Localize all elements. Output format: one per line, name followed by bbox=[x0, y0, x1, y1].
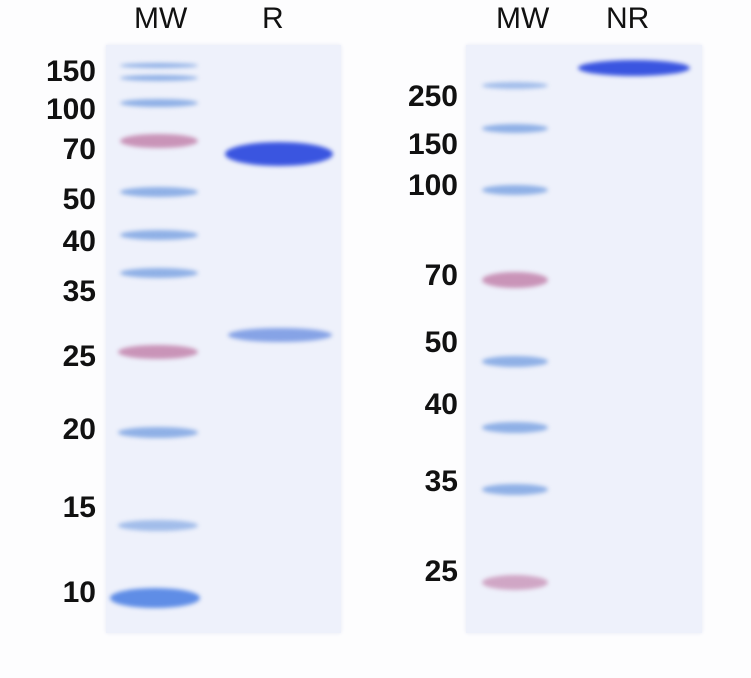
marker-label: 100 bbox=[45, 93, 96, 126]
marker-label: 20 bbox=[62, 413, 96, 446]
ladder-band bbox=[482, 124, 548, 133]
marker-label: 35 bbox=[62, 275, 96, 308]
marker-label: 70 bbox=[62, 133, 96, 166]
ladder-band bbox=[482, 484, 548, 495]
ladder-band bbox=[120, 230, 198, 240]
ladder-band bbox=[118, 427, 198, 438]
ladder-band bbox=[120, 134, 198, 148]
ladder-band bbox=[482, 356, 548, 367]
marker-label: 25 bbox=[424, 555, 458, 588]
marker-label: 50 bbox=[62, 183, 96, 216]
lane-label-mw-right: MW bbox=[496, 2, 550, 35]
ladder-band bbox=[482, 575, 548, 590]
marker-label: 100 bbox=[407, 169, 458, 202]
marker-label: 70 bbox=[424, 259, 458, 292]
marker-label: 150 bbox=[407, 128, 458, 161]
marker-label: 35 bbox=[424, 465, 458, 498]
ladder-band bbox=[118, 520, 198, 531]
sample-band-r-heavy bbox=[225, 142, 333, 166]
ladder-band bbox=[482, 422, 548, 433]
ladder-band bbox=[120, 63, 198, 68]
lane-label-r: R bbox=[262, 2, 284, 35]
marker-label: 15 bbox=[62, 491, 96, 524]
gel-right bbox=[466, 45, 702, 633]
lane-label-mw-left: MW bbox=[134, 2, 188, 35]
marker-label: 40 bbox=[62, 225, 96, 258]
marker-label: 10 bbox=[62, 576, 96, 609]
ladder-band bbox=[120, 268, 198, 278]
ladder-band bbox=[482, 82, 548, 89]
sample-band-r-light bbox=[228, 328, 332, 342]
lane-label-nr: NR bbox=[606, 2, 650, 35]
marker-label: 50 bbox=[424, 326, 458, 359]
ladder-band bbox=[482, 185, 548, 195]
marker-label: 250 bbox=[407, 80, 458, 113]
sample-band-nr bbox=[578, 60, 690, 76]
marker-label: 25 bbox=[62, 340, 96, 373]
ladder-band bbox=[482, 272, 548, 288]
ladder-band bbox=[120, 187, 198, 197]
ladder-band bbox=[120, 99, 198, 107]
marker-label: 40 bbox=[424, 388, 458, 421]
ladder-band bbox=[118, 345, 198, 359]
marker-label: 150 bbox=[45, 55, 96, 88]
ladder-band bbox=[110, 588, 200, 608]
ladder-band bbox=[120, 75, 198, 81]
